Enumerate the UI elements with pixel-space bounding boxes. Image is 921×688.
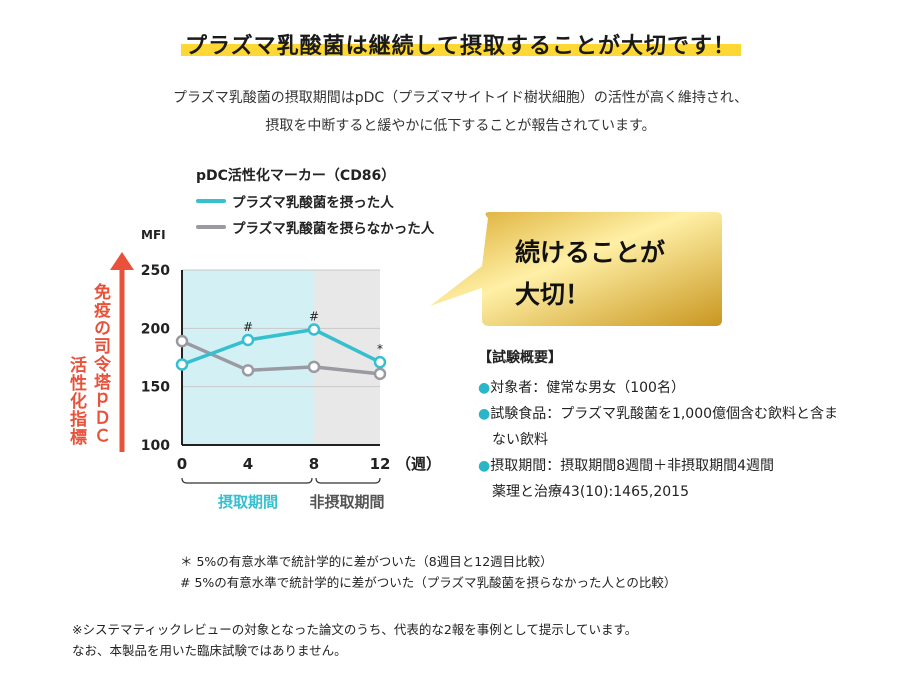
y-tick-label: 100: [141, 438, 170, 454]
y-tick-label: 250: [141, 263, 170, 279]
data-point: [307, 323, 321, 336]
period-label-1: 非摂取期間: [309, 493, 384, 511]
significance-marker: #: [243, 320, 253, 334]
callout-text: 続けることが 大切！: [515, 232, 665, 316]
y-tick-label: 200: [141, 321, 170, 337]
page-title: プラズマ乳酸菌は継続して摂取することが大切です！: [185, 34, 736, 59]
callout-line-1: 続けることが: [515, 238, 666, 267]
legend-label-taken: プラズマ乳酸菌を摂った人: [232, 195, 394, 211]
footer-line-1: ※システマティックレビューの対象となった論文のうち、代表的な2報を事例として提示…: [72, 622, 638, 637]
legend-item-taken: プラズマ乳酸菌を摂った人: [196, 191, 394, 211]
bullet-icon: ●: [478, 458, 491, 474]
data-point: [241, 364, 255, 377]
bullet-icon: ●: [478, 380, 491, 396]
legend-swatch-taken: [196, 199, 226, 203]
summary-item-food-cont: ない飲料: [492, 432, 548, 448]
period-label-0: 摂取期間: [218, 493, 278, 511]
callout-line-2: 大切！: [515, 280, 591, 309]
headline-highlight: [181, 44, 741, 56]
data-point: [307, 360, 321, 374]
y-axis-label-sub: 活性化指標: [66, 356, 86, 446]
line-chart: 100 150 200 250 0 4 8 12 （週） # # * 摂取期間 非摂取期間: [141, 263, 441, 511]
chart-title: pDC活性化マーカー（CD86）: [196, 168, 396, 184]
significance-marker: *: [377, 342, 383, 356]
series-line-0: [181, 327, 381, 367]
up-arrow-icon: [110, 252, 134, 452]
intro-line-2: 摂取を中断すると緩やかに低下することが報告されています。: [265, 118, 656, 134]
period-brace-1: [315, 477, 381, 484]
y-axis-unit: MFI: [141, 228, 166, 242]
x-tick-label: 4: [243, 455, 253, 473]
legend-swatch-not-taken: [196, 225, 226, 229]
y-tick-label: 150: [141, 380, 170, 396]
callout-bubble: [430, 212, 722, 326]
bullet-icon: ●: [478, 406, 491, 422]
summary-heading: 【試験概要】: [478, 350, 562, 366]
data-point: [175, 334, 189, 348]
x-axis-unit: （週）: [396, 455, 441, 473]
footer-line-2: なお、本製品を用いた臨床試験ではありません。: [72, 643, 347, 658]
summary-item-subjects: ●対象者：健常な男女（100名）: [478, 380, 685, 396]
legend-item-not-taken: プラズマ乳酸菌を摂らなかった人: [196, 217, 434, 237]
summary-item-period: ●摂取期間：摂取期間8週間＋非摂取期間4週間: [478, 458, 775, 474]
note-hash: # 5%の有意水準で統計学的に差がついた（プラズマ乳酸菌を摂らなかった人との比較…: [180, 575, 677, 590]
significance-marker: #: [309, 310, 319, 324]
intro-line-1: プラズマ乳酸菌の摂取期間はpDC（プラズマサイトイド樹状細胞）の活性が高く維持さ…: [172, 90, 749, 106]
series-line-1: [181, 339, 381, 376]
note-asterisk: ＊ 5%の有意水準で統計学的に差がついた（8週目と12週目比較）: [180, 554, 553, 569]
legend-label-not-taken: プラズマ乳酸菌を摂らなかった人: [232, 221, 435, 237]
data-point: [373, 367, 387, 381]
x-tick-label: 8: [309, 455, 319, 473]
period-brace-0: [181, 477, 313, 484]
x-tick-label: 12: [370, 455, 391, 473]
data-point: [175, 358, 189, 371]
summary-citation: 薬理と治療43(10):1465,2015: [492, 484, 689, 500]
data-point: [241, 333, 255, 347]
data-point: [373, 355, 387, 369]
x-tick-label: 0: [177, 455, 187, 473]
y-axis-label-main: 免疫の司令塔ｐＤＣ: [90, 283, 110, 445]
summary-item-food: ●試験食品：プラズマ乳酸菌を1,000億個含む飲料と含ま: [478, 406, 839, 422]
